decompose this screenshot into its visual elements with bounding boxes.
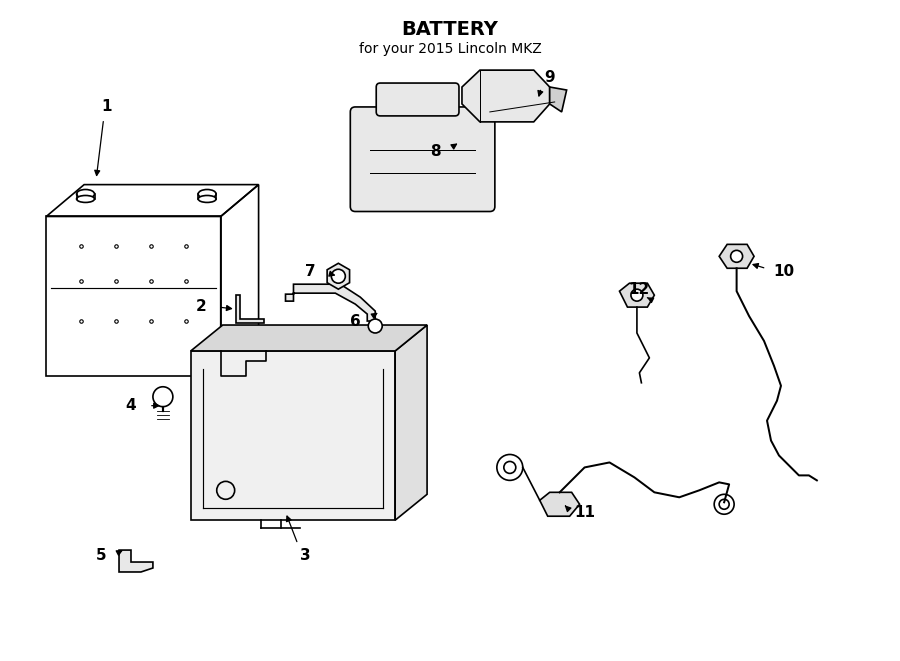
Text: 2: 2: [195, 299, 206, 313]
Text: 8: 8: [429, 144, 440, 159]
Circle shape: [731, 251, 742, 262]
Ellipse shape: [76, 190, 94, 198]
Text: 3: 3: [300, 547, 310, 563]
Circle shape: [631, 289, 643, 301]
Polygon shape: [119, 550, 153, 572]
Text: 1: 1: [101, 99, 112, 114]
Text: for your 2015 Lincoln MKZ: for your 2015 Lincoln MKZ: [358, 42, 542, 56]
Text: 9: 9: [544, 69, 555, 85]
Text: BATTERY: BATTERY: [401, 20, 499, 39]
FancyBboxPatch shape: [350, 107, 495, 212]
Polygon shape: [462, 70, 550, 122]
Ellipse shape: [198, 190, 216, 198]
Text: 6: 6: [350, 313, 361, 329]
Polygon shape: [191, 351, 395, 520]
Polygon shape: [395, 325, 428, 520]
Polygon shape: [719, 245, 754, 268]
Polygon shape: [285, 284, 375, 321]
Circle shape: [153, 387, 173, 407]
Ellipse shape: [76, 196, 94, 202]
Text: 7: 7: [305, 264, 316, 279]
Polygon shape: [550, 87, 567, 112]
FancyBboxPatch shape: [376, 83, 459, 116]
Text: 4: 4: [126, 398, 136, 413]
Text: 12: 12: [629, 282, 650, 297]
Ellipse shape: [198, 196, 216, 202]
Circle shape: [331, 269, 346, 283]
Polygon shape: [236, 295, 264, 323]
Polygon shape: [619, 283, 654, 307]
Text: 11: 11: [574, 505, 595, 520]
Text: 5: 5: [95, 547, 106, 563]
Polygon shape: [191, 325, 428, 351]
Polygon shape: [327, 263, 349, 289]
Text: 10: 10: [773, 264, 795, 279]
Circle shape: [368, 319, 382, 333]
Polygon shape: [540, 492, 580, 516]
